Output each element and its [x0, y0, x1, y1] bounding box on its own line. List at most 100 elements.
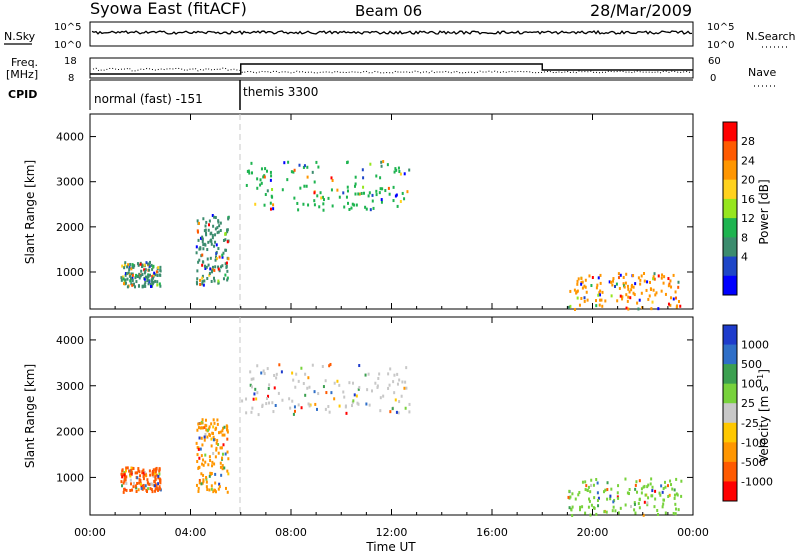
velocity-colorbar-swatch — [723, 325, 737, 346]
velocity-echo-cell — [664, 511, 667, 515]
velocity-echo-cell — [224, 486, 227, 490]
velocity-echo-cell — [358, 385, 361, 389]
power-echo-cell — [336, 188, 339, 192]
velocity-echo-cell — [216, 438, 219, 442]
velocity-echo-cell — [252, 377, 255, 381]
velocity-echo-cell — [300, 366, 303, 370]
velocity-echo-cell — [153, 479, 156, 483]
velocity-echo-cell — [322, 385, 325, 389]
velocity-echo-cell — [635, 480, 638, 484]
power-echo-cell — [595, 286, 598, 290]
velocity-echo-cell — [123, 477, 126, 481]
velocity-colorbar: 1000 500 100 25 -25 -100 -500 -1000 — [722, 324, 773, 502]
power-echo-cell — [315, 160, 318, 164]
velocity-echo-cell — [224, 452, 227, 456]
velocity-echo-cell — [195, 441, 198, 445]
power-echo-cell — [624, 281, 627, 285]
power-echo-cell — [343, 205, 346, 209]
velocity-echo-cell — [378, 372, 381, 376]
power-echo-cell — [130, 282, 133, 286]
power-echo-cell — [305, 184, 308, 188]
power-echo-cell — [150, 279, 153, 283]
velocity-echo-cell — [220, 446, 223, 450]
power-echo-cell — [218, 255, 221, 259]
power-echo-cell — [595, 299, 598, 303]
velocity-echo-cell — [592, 483, 595, 487]
power-echo-cell — [330, 188, 333, 192]
velocity-echo-cell — [327, 405, 330, 409]
velocity-echo-cell — [124, 469, 127, 473]
power-echo-cell — [650, 307, 653, 311]
power-echo-cell — [217, 281, 220, 285]
velocity-echo-cell — [664, 485, 667, 489]
power-echo-cell — [361, 168, 364, 172]
velocity-echo-cell — [579, 505, 582, 509]
power-colorbar-swatch — [723, 141, 737, 161]
power-echo-cell — [362, 176, 365, 180]
velocity-label-rest: ] — [757, 369, 771, 374]
power-echo-cell — [123, 266, 126, 270]
velocity-echo-cell — [197, 422, 200, 426]
velocity-echo-cell — [658, 491, 661, 495]
velocity-echo-cell — [668, 493, 671, 497]
velocity-echo-cell — [626, 491, 629, 495]
power-echo-cell — [636, 301, 639, 305]
velocity-echo-cell — [274, 403, 277, 407]
velocity-echo-cell — [329, 362, 332, 366]
power-echo-cell — [648, 294, 651, 298]
power-echo-cell — [628, 290, 631, 294]
velocity-colorbar-tick: 1000 — [741, 339, 769, 352]
power-echo-cell — [637, 307, 640, 311]
power-echo-cell — [151, 267, 154, 271]
velocity-echo-cell — [200, 436, 203, 440]
velocity-echo-cell — [137, 469, 140, 473]
power-echo-cell — [263, 175, 266, 179]
velocity-echo-cell — [207, 463, 210, 467]
velocity-echo-cell — [202, 478, 205, 482]
power-echo-cell — [580, 280, 583, 284]
velocity-echo-cell — [220, 473, 223, 477]
power-colorbar-tick: 24 — [741, 154, 755, 167]
velocity-echo-cell — [595, 512, 598, 516]
power-echo-cell — [652, 275, 655, 279]
velocity-echo-cell — [145, 474, 148, 478]
power-echo-cell — [128, 268, 131, 272]
velocity-echo-cell — [130, 466, 133, 470]
velocity-echo-cell — [143, 470, 146, 474]
power-echo-cell — [672, 297, 675, 301]
velocity-echo-cell — [121, 468, 124, 472]
power-echo-cell — [384, 189, 387, 193]
velocity-echo-cell — [221, 452, 224, 456]
velocity-echo-cell — [221, 429, 224, 433]
power-echo-cell — [632, 285, 635, 289]
power-echo-cell — [388, 192, 391, 196]
power-echo-cell — [205, 265, 208, 269]
power-echo-cell — [364, 205, 367, 209]
power-echo-cell — [677, 280, 680, 284]
velocity-echo-cell — [125, 466, 128, 470]
velocity-echo-cell — [210, 422, 213, 426]
power-echo-cell — [672, 273, 675, 277]
velocity-echo-cell — [151, 483, 154, 487]
velocity-echo-cell — [401, 380, 404, 384]
nave-tick-low: 0 — [710, 73, 716, 84]
power-echo-cell — [124, 281, 127, 285]
power-echo-cell — [639, 282, 642, 286]
velocity-echo-cell — [205, 480, 208, 484]
velocity-echo-cell — [201, 426, 204, 430]
velocity-echo-cell — [584, 488, 587, 492]
velocity-echo-cell — [210, 471, 213, 475]
velocity-echo-cell — [584, 511, 587, 515]
power-echo-cell — [207, 228, 210, 232]
velocity-echo-cell — [638, 479, 641, 483]
velocity-echo-cell — [155, 484, 158, 488]
velocity-echo-cell — [294, 385, 297, 389]
velocity-echo-cell — [125, 481, 128, 485]
power-echo-cell — [667, 277, 670, 281]
power-echo-cell — [615, 282, 618, 286]
power-echo-cell — [220, 265, 223, 269]
power-echo-cell — [129, 276, 132, 280]
power-echo-cell — [126, 277, 129, 281]
power-echo-cell — [381, 187, 384, 191]
power-echo-cell — [306, 165, 309, 169]
